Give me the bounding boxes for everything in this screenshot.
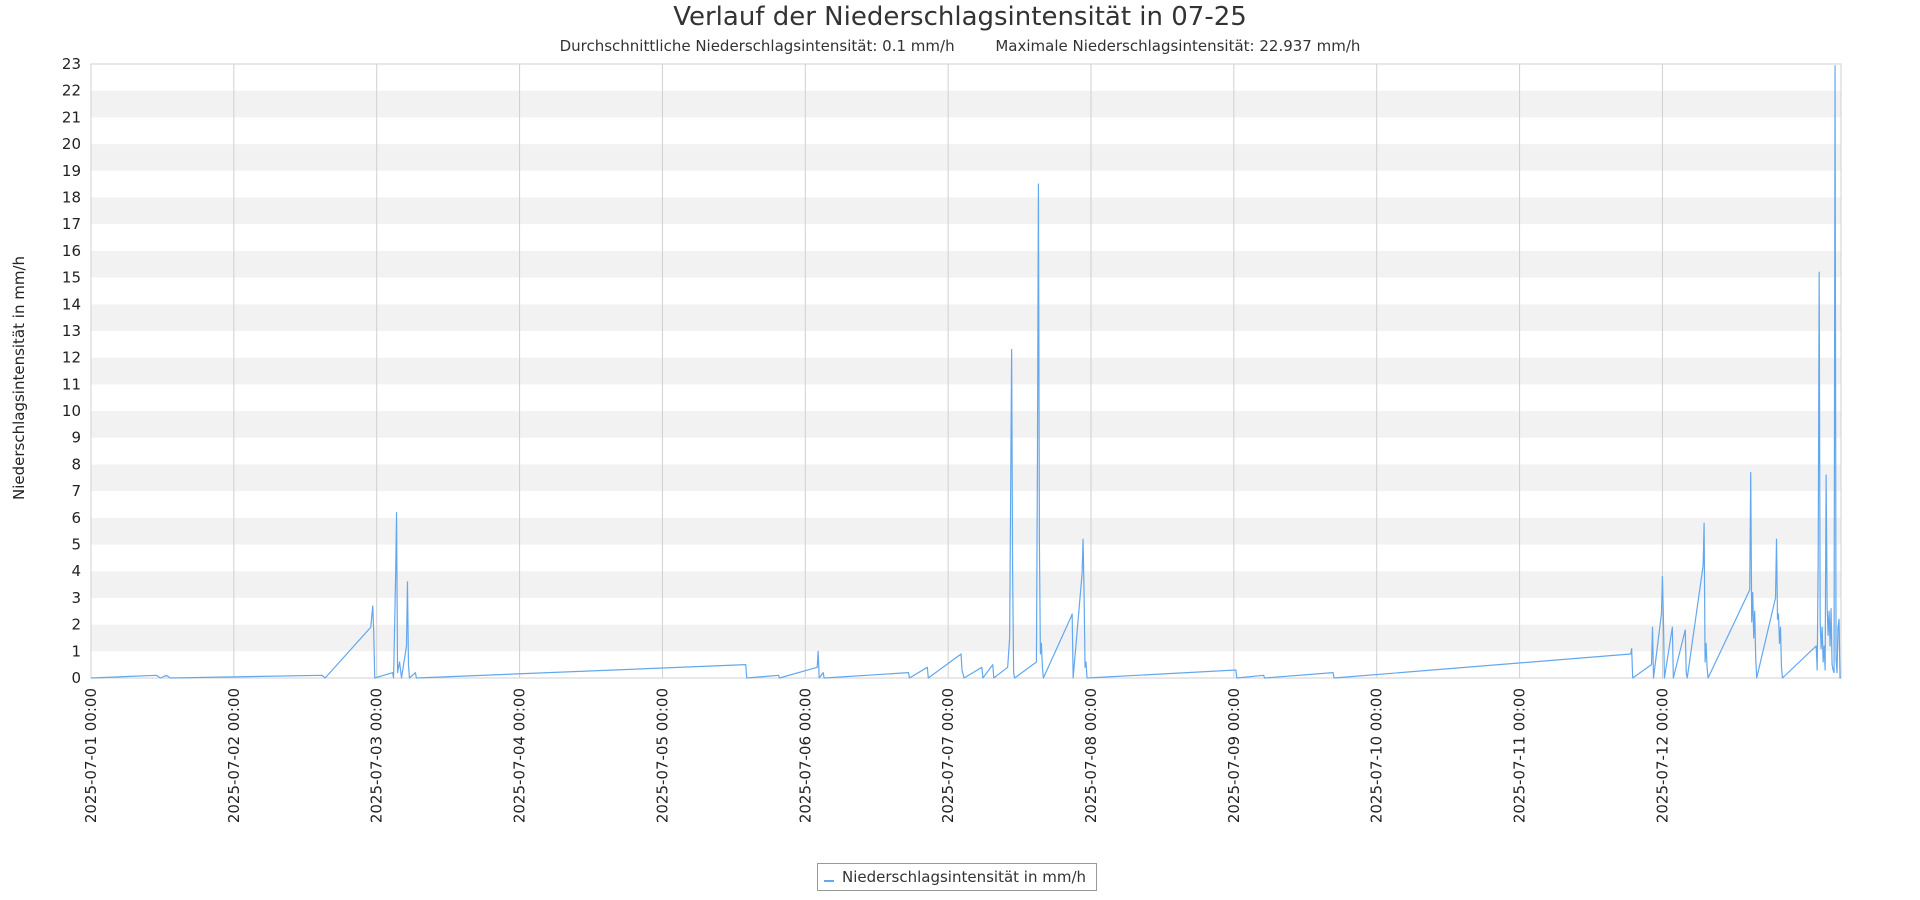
y-tick-label: 20	[62, 135, 81, 153]
plot-frame	[90, 63, 1842, 679]
x-tick-label: 2025-07-03 00:00	[368, 688, 386, 823]
plot-band	[91, 437, 1841, 465]
series-line-niederschlagsintensitaet	[90, 65, 1841, 679]
y-tick-label: 3	[71, 589, 81, 607]
plot-band	[91, 330, 1841, 358]
plot-band	[91, 90, 1841, 118]
x-tick-label: 2025-07-04 00:00	[511, 688, 529, 823]
legend[interactable]: Niederschlagsintensität in mm/h	[817, 863, 1098, 891]
x-tick-label: 2025-07-09 00:00	[1225, 688, 1243, 823]
y-tick-label: 11	[62, 375, 81, 393]
plot-band	[91, 597, 1841, 625]
plot-band	[91, 197, 1841, 225]
plot-band	[91, 384, 1841, 412]
y-tick-label: 6	[71, 509, 81, 527]
y-tick-label: 1	[71, 642, 81, 660]
plot-band	[91, 517, 1841, 545]
y-tick-label: 18	[62, 188, 81, 206]
plot-band	[91, 544, 1841, 572]
subtitle-average: Durchschnittliche Niederschlagsintensitä…	[559, 37, 955, 55]
y-tick-label: 10	[62, 402, 81, 420]
plot-band	[91, 224, 1841, 251]
plot-band	[91, 571, 1841, 598]
y-tick-label: 15	[62, 269, 81, 287]
x-tick-label: 2025-07-02 00:00	[225, 688, 243, 823]
y-tick-label: 19	[62, 162, 81, 180]
y-tick-label: 17	[62, 215, 81, 233]
legend-label: Niederschlagsintensität in mm/h	[842, 868, 1087, 886]
y-tick-label: 14	[62, 295, 81, 313]
plot-band	[91, 651, 1841, 678]
y-tick-label: 23	[62, 55, 81, 73]
y-tick-label: 5	[71, 536, 81, 554]
y-tick-label: 9	[71, 429, 81, 447]
x-axis-ticks: 2025-07-01 00:00 2025-07-02 00:00 2025-07-…	[82, 688, 1671, 823]
x-tick-label: 2025-07-05 00:00	[653, 688, 671, 823]
x-tick-label: 2025-07-01 00:00	[82, 688, 100, 823]
y-tick-label: 22	[62, 82, 81, 100]
plot-band	[91, 117, 1841, 145]
legend-swatch	[824, 880, 834, 882]
plot-band	[91, 624, 1841, 652]
x-tick-label: 2025-07-11 00:00	[1511, 688, 1529, 823]
y-tick-label: 0	[71, 669, 81, 687]
plot-band	[91, 357, 1841, 385]
plot-band	[91, 304, 1841, 331]
x-tick-label: 2025-07-12 00:00	[1653, 688, 1671, 823]
y-tick-label: 4	[71, 562, 81, 580]
chart-title: Verlauf der Niederschlagsintensität in 0…	[673, 2, 1247, 32]
plot-band	[91, 144, 1841, 171]
chart-subtitle: Durchschnittliche Niederschlagsintensitä…	[0, 37, 1920, 55]
subtitle-maximum: Maximale Niederschlagsintensität: 22.937…	[995, 37, 1361, 55]
y-tick-label: 12	[62, 349, 81, 367]
y-tick-label: 7	[71, 482, 81, 500]
plot-band	[91, 64, 1841, 91]
plot-band	[91, 277, 1841, 305]
plot-band	[91, 170, 1841, 198]
x-tick-label: 2025-07-07 00:00	[939, 688, 957, 823]
y-tick-label: 2	[71, 616, 81, 634]
y-tick-label: 8	[71, 455, 81, 473]
x-tick-label: 2025-07-06 00:00	[796, 688, 814, 823]
plot-bands	[91, 64, 1841, 678]
plot-band	[91, 464, 1841, 492]
x-tick-label: 2025-07-10 00:00	[1368, 688, 1386, 823]
y-tick-label: 21	[62, 108, 81, 126]
y-tick-label: 13	[62, 322, 81, 340]
plot-band	[91, 491, 1841, 518]
plot-band	[91, 411, 1841, 438]
y-axis-title: Niederschlagsintensität in mm/h	[10, 256, 28, 500]
y-tick-label: 16	[62, 242, 81, 260]
x-tick-label: 2025-07-08 00:00	[1082, 688, 1100, 823]
plot-band	[91, 250, 1841, 278]
